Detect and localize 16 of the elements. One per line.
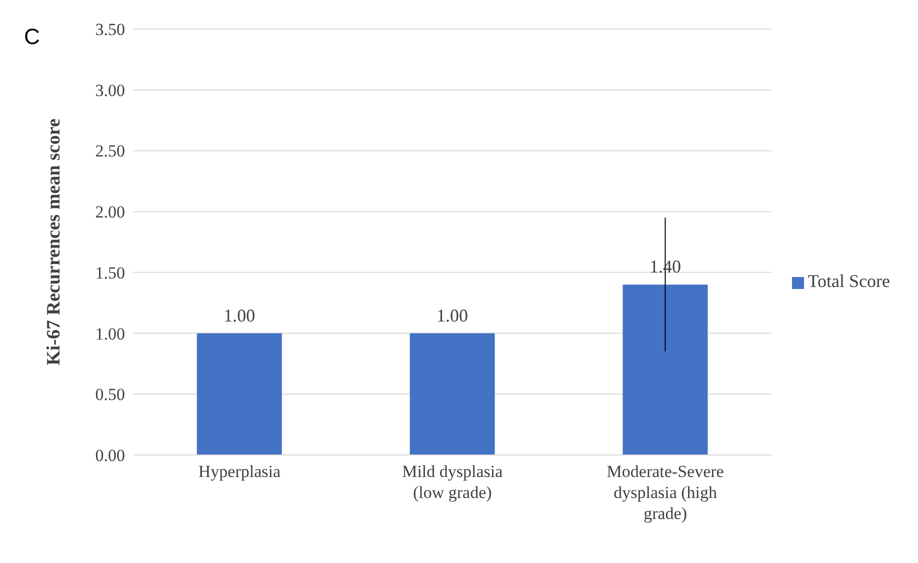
x-tick-label: Mild dysplasia (low grade)	[402, 462, 504, 502]
y-axis-title: Ki-67 Recurrences mean score	[44, 118, 65, 366]
y-tick-label: 3.00	[95, 80, 125, 100]
y-tick-label: 2.50	[95, 142, 125, 161]
data-label: 1.00	[224, 305, 256, 326]
y-tick-label: 3.50	[95, 20, 125, 40]
x-tick-label: Hyperplasia	[198, 462, 281, 481]
text: C	[24, 24, 40, 50]
y-tick-label: 1.50	[95, 263, 125, 282]
data-label: 1.00	[436, 305, 468, 326]
x-tick-label: Moderate-Severe dysplasia (high grade)	[606, 462, 724, 523]
y-tick-label: 0.00	[95, 446, 125, 466]
y-tick-label: 2.00	[95, 202, 125, 222]
y-tick-label: 1.00	[95, 324, 125, 344]
y-tick-label: 0.50	[95, 385, 125, 404]
legend-label: Total Score	[808, 271, 890, 291]
